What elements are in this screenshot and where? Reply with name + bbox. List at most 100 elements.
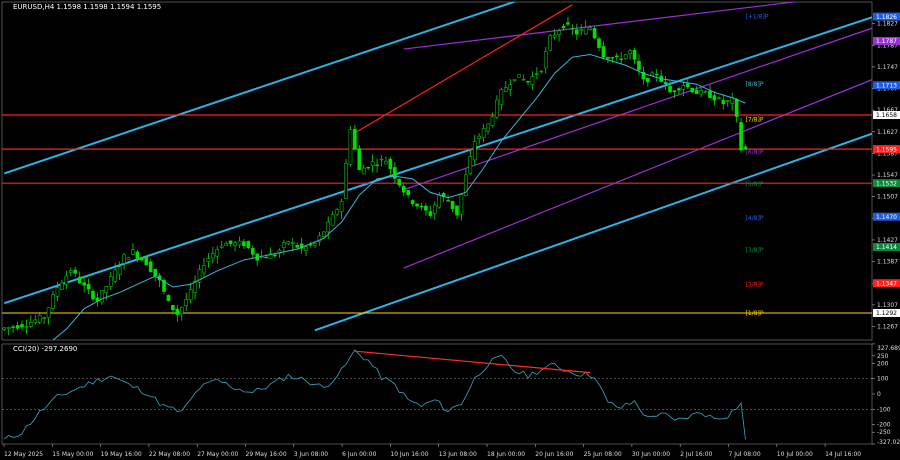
candle-body-108 [481,127,486,138]
candle-body-97 [432,204,437,214]
candle-body-63 [282,242,286,248]
candle-body-101 [450,200,455,209]
candle-body-126 [561,26,566,29]
main-panel-frame [1,1,873,341]
candle-body-52 [233,242,237,247]
murrey-label-8: [1/8]P [745,310,763,317]
candle-body-128 [570,28,575,30]
candle-body-71 [317,235,322,242]
candle-body-106 [472,141,477,161]
candle-body-131 [583,27,588,35]
candle-body-124 [552,34,557,38]
candle-body-117 [521,79,526,81]
candle-body-27 [122,254,126,264]
time-axis-label-12: 25 Jun 08:00 [584,451,622,458]
candle-body-115 [512,79,517,81]
candle-body-32 [144,256,149,266]
cci-axis-label-3: 100 [877,376,889,383]
candle-body-54 [242,241,246,247]
candle-body-29 [131,249,135,255]
candle-body-53 [237,240,242,246]
moving-average-line [52,53,746,340]
candle-body-142 [632,50,637,60]
candle-body-166 [739,122,743,151]
candle-body-140 [623,54,628,60]
candle-body-72 [322,231,326,237]
candle-body-78 [348,129,353,165]
candle-body-87 [388,158,393,170]
candle-body-119 [530,76,535,85]
candle-body-132 [588,27,592,30]
price-badge-label-3: 1.1658 [876,112,897,119]
candle-body-121 [539,70,544,73]
candle-body-154 [685,83,690,88]
candle-body-161 [717,97,721,99]
candle-body-135 [601,46,606,58]
murrey-label-0: [+1/8]P [745,14,768,21]
time-axis-label-6: 3 Jun 08:00 [294,451,328,458]
candle-body-113 [503,87,508,92]
cci-axis-label-0: 327.6899 [877,345,900,352]
candle-body-163 [725,100,730,102]
price-badge-0 [873,12,900,21]
candle-body-34 [153,268,157,277]
candle-body-74 [330,214,335,226]
candle-body-79 [353,128,357,150]
candle-body-42 [188,289,193,301]
candle-body-107 [477,135,481,139]
candle-body-85 [379,158,384,161]
candle-body-105 [468,156,473,174]
candle-body-36 [162,279,166,292]
candle-body-37 [166,294,171,302]
candle-body-149 [663,81,668,85]
time-axis-label-5: 29 May 16:00 [246,451,287,458]
candle-body-26 [117,266,122,276]
candle-body-70 [313,243,317,246]
channel-line-3 [403,2,799,50]
candle-body-159 [708,90,712,98]
candle-body-110 [490,116,495,126]
murrey-label-6: [3/8]P [745,247,763,254]
main-plot-area [2,2,872,340]
candle-body-33 [148,261,153,272]
candle-body-129 [575,29,579,35]
price-axis-label-8: 1.1507 [877,194,898,201]
candle-body-59 [264,256,268,259]
candle-body-11 [51,294,55,309]
candle-body-89 [397,179,402,186]
candle-body-165 [734,99,739,117]
price-badge-label-0: 1.1826 [876,14,897,21]
time-axis-label-1: 15 May 00:00 [52,451,93,458]
price-badge-6 [873,212,900,221]
price-badge-label-1: 1.1787 [876,38,897,45]
murrey-label-1: [8/8]P [745,81,763,88]
candle-body-55 [246,240,251,249]
candle-body-102 [455,205,459,216]
candle-body-155 [690,87,695,93]
candle-body-84 [375,164,379,166]
price-badge-2 [873,81,900,90]
price-badge-label-8: 1.1347 [876,280,897,287]
candle-body-75 [335,209,339,215]
candle-body-1 [6,327,11,329]
candle-body-114 [508,84,513,90]
candle-body-3 [15,325,20,329]
candle-body-77 [344,162,348,199]
candle-body-153 [681,85,686,90]
time-axis-label-4: 27 May 00:00 [197,451,238,458]
candle-body-136 [606,56,610,59]
candle-body-103 [459,194,464,215]
price-badge-label-4: 1.1595 [876,146,897,153]
candle-body-50 [224,243,228,246]
price-axis-label-11: 1.1387 [877,259,898,266]
candle-body-123 [548,35,552,51]
candle-body-48 [215,249,220,257]
main-chart-header: EURUSD,H4 1.1598 1.1598 1.1594 1.1595 [13,3,162,11]
candle-body-111 [495,99,499,118]
candle-body-156 [694,90,699,95]
candle-body-93 [415,203,419,207]
price-badge-label-6: 1.1470 [876,214,897,221]
cci-axis-label-2: 200 [877,360,889,367]
candle-body-20 [91,290,95,300]
candle-body-7 [33,319,38,323]
